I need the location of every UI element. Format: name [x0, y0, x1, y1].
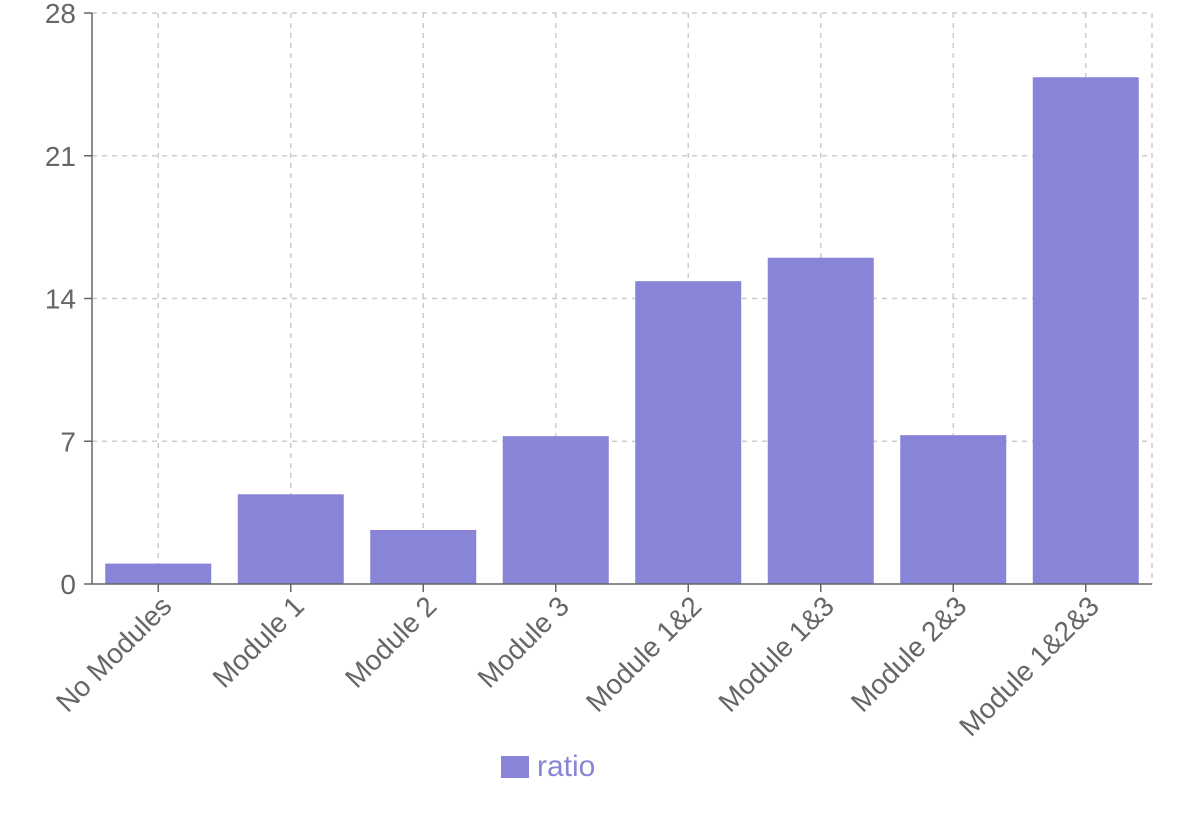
y-tick-label: 14 — [45, 284, 76, 315]
x-tick-label: No Modules — [50, 590, 178, 718]
bar-5 — [767, 257, 874, 584]
bar-3 — [502, 436, 609, 584]
bar-7 — [1032, 77, 1139, 585]
x-tick-label: Module 1&2&3 — [953, 590, 1105, 742]
tick-labels: 0 7 14 21 28 No Modules Module 1 Module 2 Module… — [45, 0, 1105, 742]
y-tick-label: 0 — [60, 569, 76, 600]
x-tick-label: Module 3 — [472, 590, 575, 693]
bar-1 — [237, 494, 344, 584]
bars — [105, 77, 1139, 585]
x-tick-label: Module 2 — [339, 590, 442, 693]
y-tick-label: 7 — [60, 426, 76, 457]
x-tick-label: Module 1&3 — [712, 590, 840, 718]
x-tick-label: Module 2&3 — [845, 590, 973, 718]
x-tick-label: Module 1 — [207, 590, 310, 693]
legend-swatch — [501, 756, 529, 778]
x-tick-label: Module 1&2 — [580, 590, 708, 718]
y-tick-label: 28 — [45, 0, 76, 29]
bar-0 — [105, 563, 212, 584]
axes — [84, 12, 1152, 592]
legend: ratio — [501, 752, 595, 782]
y-tick-label: 21 — [45, 141, 76, 172]
bar-6 — [900, 435, 1007, 584]
bar-2 — [370, 529, 477, 584]
legend-label: ratio — [537, 750, 596, 783]
bar-4 — [635, 281, 742, 584]
